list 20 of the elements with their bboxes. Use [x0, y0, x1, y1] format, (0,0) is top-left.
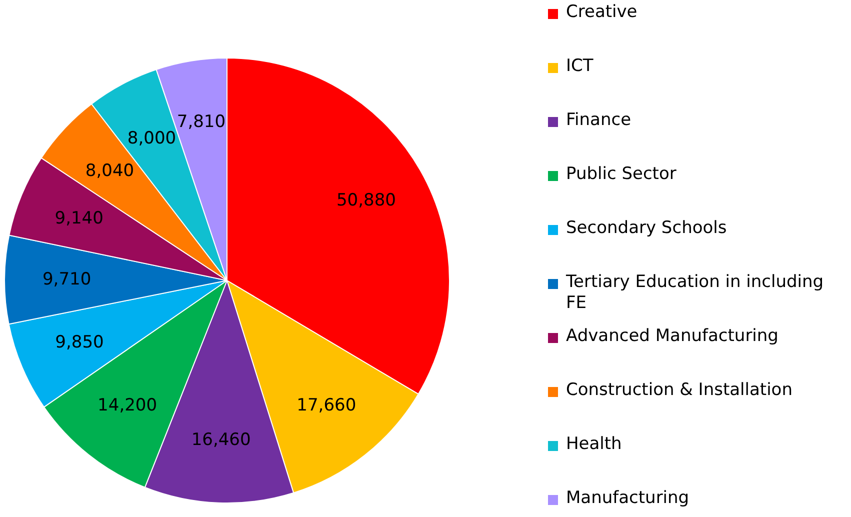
data-label: 9,710: [42, 269, 92, 290]
legend-label: Tertiary Education in including FE: [566, 272, 825, 314]
legend-label: Public Sector: [566, 164, 676, 185]
legend-label: Secondary Schools: [566, 218, 727, 239]
legend-label: Manufacturing: [566, 488, 690, 509]
legend-label: Construction & Installation: [566, 380, 792, 401]
data-label: 9,140: [54, 208, 104, 228]
data-label: 14,200: [98, 395, 158, 416]
data-label: 8,040: [85, 160, 134, 181]
legend-label: Health: [566, 434, 622, 455]
legend-label: Advanced Manufacturing: [566, 326, 778, 347]
legend-label: ICT: [566, 56, 594, 77]
legend-label: Finance: [566, 110, 632, 131]
data-label: 16,460: [191, 430, 251, 450]
data-label: 8,000: [127, 128, 176, 148]
data-label: 7,810: [176, 112, 226, 132]
data-label: 9,850: [55, 332, 104, 352]
data-label: 17,660: [296, 396, 356, 416]
data-label: 50,880: [336, 190, 396, 211]
legend-label: Creative: [566, 2, 638, 23]
